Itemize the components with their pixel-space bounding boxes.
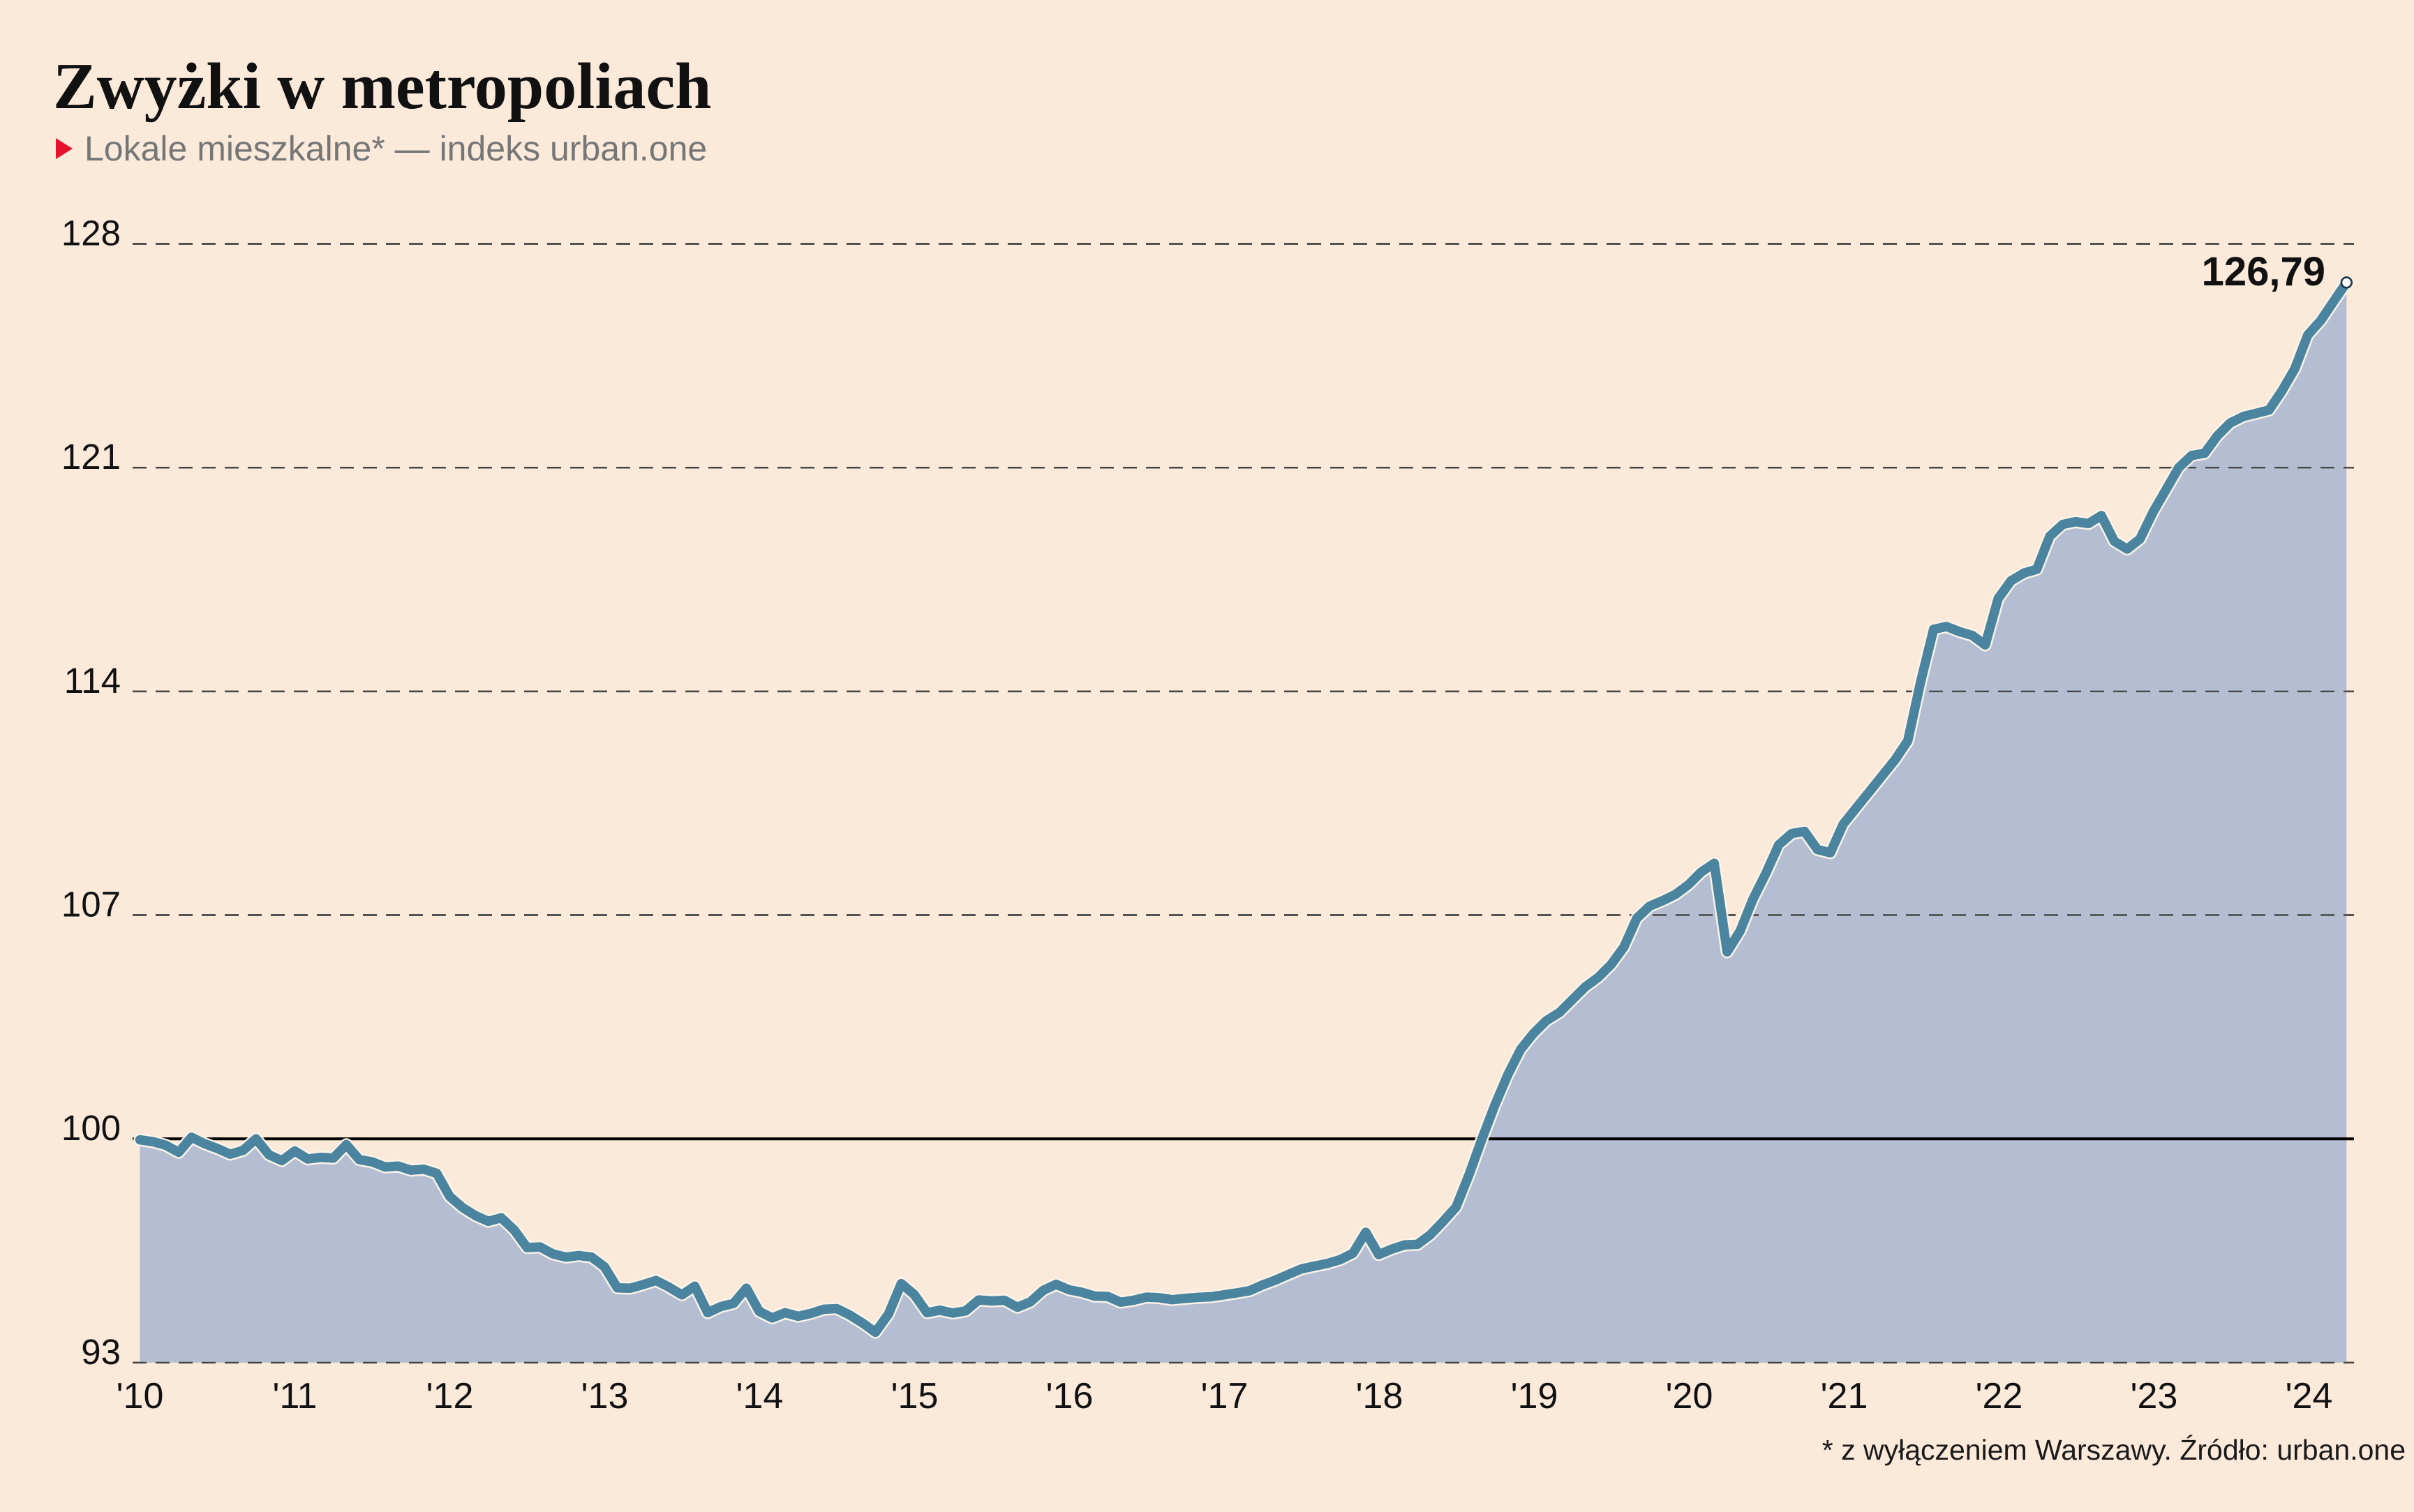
svg-text:'24: '24 bbox=[2286, 1376, 2333, 1416]
svg-text:'18: '18 bbox=[1356, 1376, 1403, 1416]
svg-text:126,79: 126,79 bbox=[2202, 249, 2325, 294]
svg-text:* z wyłączeniem Warszawy. Źród: * z wyłączeniem Warszawy. Źródło: urban.… bbox=[1822, 1434, 2406, 1466]
svg-text:'22: '22 bbox=[1976, 1376, 2023, 1416]
svg-text:'23: '23 bbox=[2131, 1376, 2178, 1416]
svg-text:107: 107 bbox=[61, 885, 121, 925]
svg-text:'19: '19 bbox=[1511, 1376, 1558, 1416]
svg-text:'14: '14 bbox=[736, 1376, 784, 1416]
svg-text:Zwyżki w metropoliach: Zwyżki w metropoliach bbox=[53, 50, 711, 123]
svg-text:'21: '21 bbox=[1821, 1376, 1868, 1416]
svg-text:114: 114 bbox=[64, 661, 121, 701]
svg-text:93: 93 bbox=[81, 1332, 121, 1372]
svg-text:'11: '11 bbox=[273, 1376, 318, 1416]
svg-text:'12: '12 bbox=[426, 1376, 474, 1416]
svg-text:121: 121 bbox=[61, 437, 121, 477]
svg-text:'16: '16 bbox=[1046, 1376, 1094, 1416]
svg-text:Lokale mieszkalne* — indeks ur: Lokale mieszkalne* — indeks urban.one bbox=[84, 129, 707, 168]
svg-text:'17: '17 bbox=[1201, 1376, 1249, 1416]
svg-text:'20: '20 bbox=[1666, 1376, 1713, 1416]
svg-text:'15: '15 bbox=[891, 1376, 939, 1416]
svg-text:'10: '10 bbox=[117, 1376, 164, 1416]
svg-text:100: 100 bbox=[61, 1108, 121, 1148]
svg-text:128: 128 bbox=[61, 214, 121, 253]
svg-text:'13: '13 bbox=[581, 1376, 629, 1416]
